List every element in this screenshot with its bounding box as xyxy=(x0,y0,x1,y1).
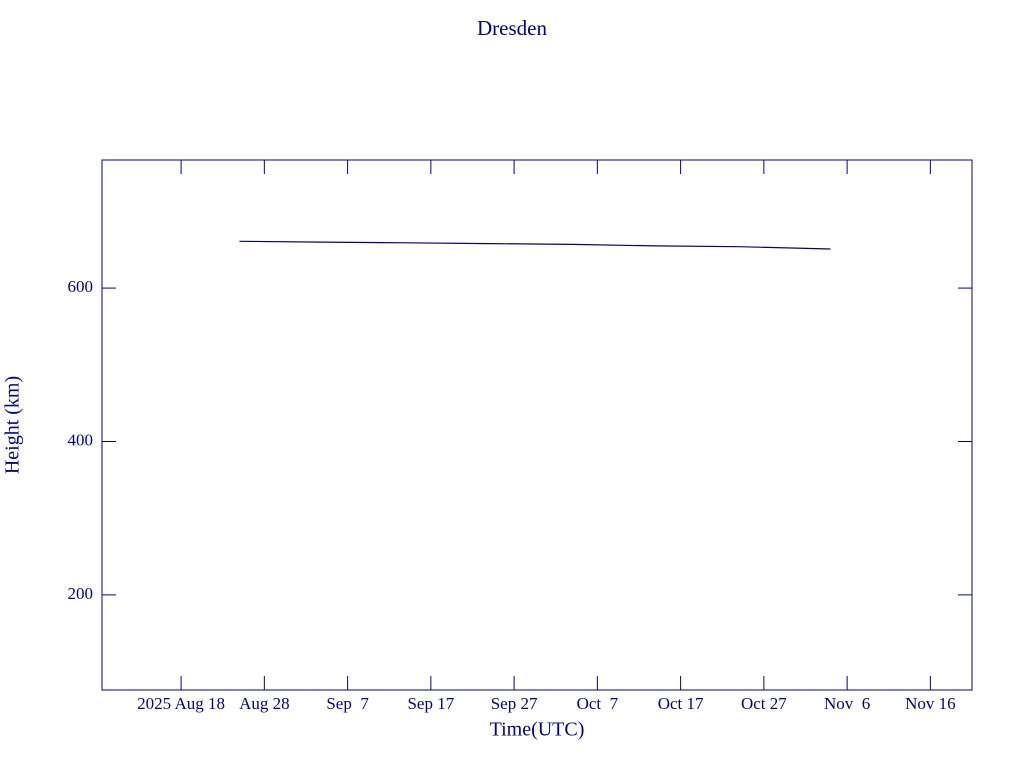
plot-frame xyxy=(101,159,973,691)
x-tick-label: Oct 17 xyxy=(658,694,704,713)
x-tick-label: Nov 16 xyxy=(905,694,956,713)
x-tick-label: Sep 17 xyxy=(407,694,454,713)
x-axis-label: Time(UTC) xyxy=(490,719,585,741)
x-tick-label: Sep 7 xyxy=(326,694,369,713)
chart-title: Dresden xyxy=(477,16,547,40)
y-tick-label: 400 xyxy=(68,430,94,449)
x-tick-label: Sep 27 xyxy=(491,694,538,713)
x-tick-label: Oct 7 xyxy=(577,694,619,713)
x-tick-label: Aug 28 xyxy=(239,694,290,713)
data-line xyxy=(239,240,831,250)
x-tick-label: 2025 Aug 18 xyxy=(137,694,225,713)
y-tick-label: 600 xyxy=(68,277,94,296)
y-tick-label: 200 xyxy=(68,584,94,603)
y-axis-label: Height (km) xyxy=(2,376,24,474)
x-tick-label: Oct 27 xyxy=(741,694,787,713)
x-tick-label: Nov 6 xyxy=(824,694,870,713)
